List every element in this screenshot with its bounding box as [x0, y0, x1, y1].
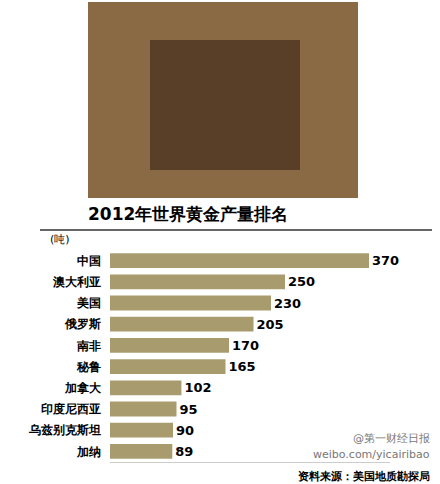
svg-text:乌兹别克斯坦: 乌兹别克斯坦 — [28, 423, 101, 437]
svg-text:90: 90 — [176, 423, 194, 438]
svg-text:95: 95 — [180, 402, 198, 417]
svg-text:165: 165 — [229, 359, 256, 374]
svg-text:(吨): (吨) — [50, 233, 70, 246]
svg-text:印度尼西亚: 印度尼西亚 — [41, 402, 101, 416]
svg-text:俄罗斯: 俄罗斯 — [64, 317, 101, 331]
svg-text:170: 170 — [232, 338, 259, 353]
svg-text:2012年世界黄金产量排名: 2012年世界黄金产量排名 — [88, 204, 288, 224]
svg-text:加拿大: 加拿大 — [64, 381, 102, 395]
svg-text:89: 89 — [175, 444, 193, 459]
svg-text:250: 250 — [288, 274, 315, 289]
svg-text:230: 230 — [274, 296, 301, 311]
svg-text:中国: 中国 — [77, 254, 101, 268]
svg-text:美国: 美国 — [76, 296, 101, 310]
svg-text:加纳: 加纳 — [76, 445, 101, 459]
svg-text:102: 102 — [184, 380, 211, 395]
svg-text:@第一财经日报: @第一财经日报 — [353, 432, 430, 445]
svg-text:205: 205 — [257, 317, 284, 332]
svg-text:澳大利亚: 澳大利亚 — [52, 275, 101, 289]
svg-text:资料来源：美国地质勘探局: 资料来源：美国地质勘探局 — [298, 470, 430, 483]
svg-text:370: 370 — [372, 253, 399, 268]
svg-text:南非: 南非 — [76, 339, 101, 353]
svg-text:weibo.com/yicairibao: weibo.com/yicairibao — [313, 448, 430, 461]
svg-text:秘鲁: 秘鲁 — [76, 360, 101, 374]
